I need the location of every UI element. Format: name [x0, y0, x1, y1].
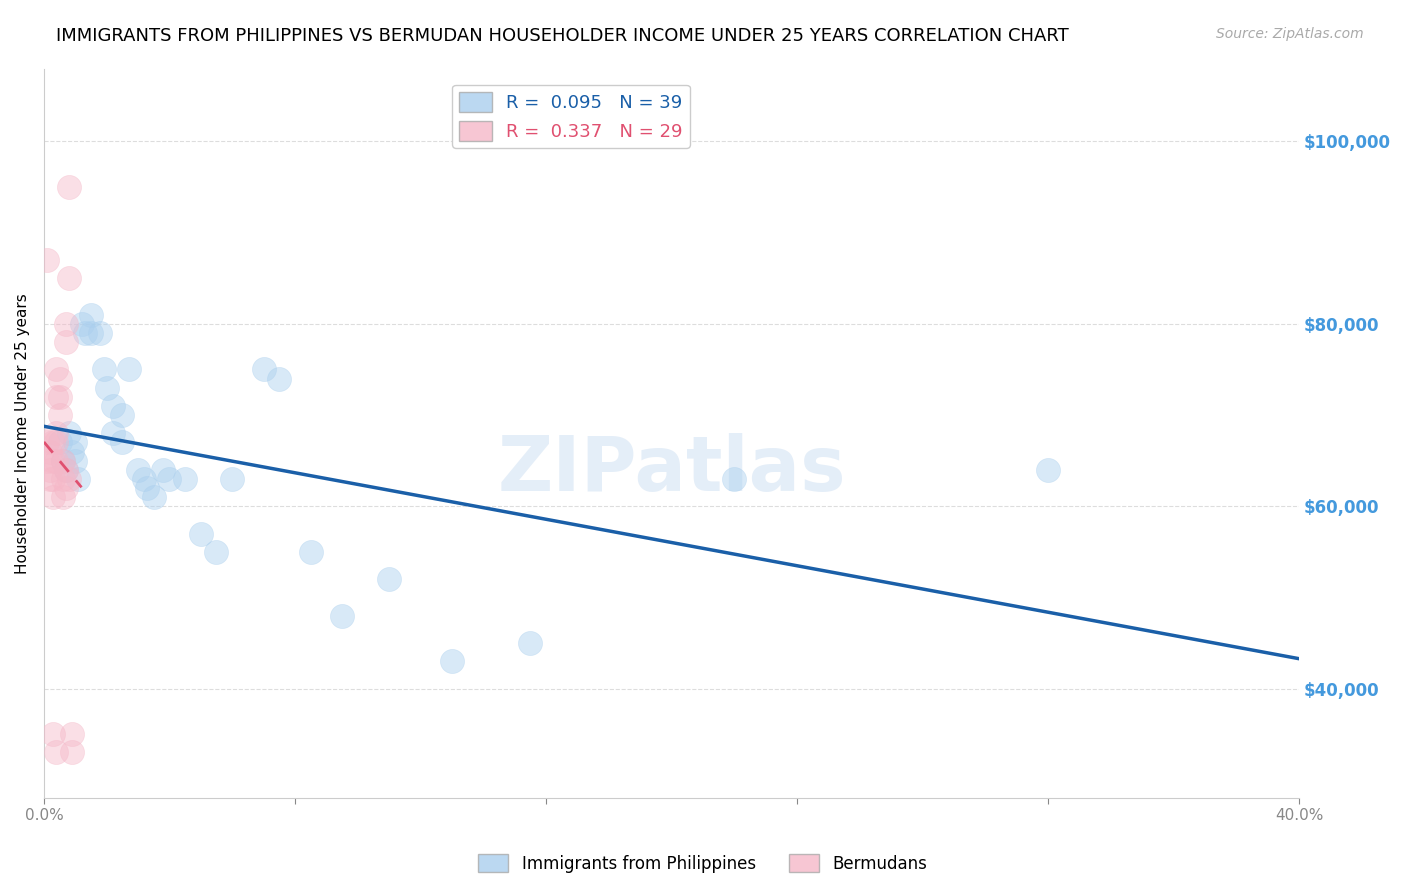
Point	[55, 481, 77, 495]
Point	[39, 444, 62, 458]
Point	[152, 463, 174, 477]
Point	[48, 435, 70, 450]
Point	[48, 408, 70, 422]
Point	[134, 472, 156, 486]
Point	[111, 408, 134, 422]
Point	[45, 426, 67, 441]
Point	[48, 390, 70, 404]
Point	[101, 399, 124, 413]
Point	[35, 253, 58, 268]
Point	[52, 453, 75, 467]
Point	[65, 453, 87, 467]
Legend: Immigrants from Philippines, Bermudans: Immigrants from Philippines, Bermudans	[472, 847, 934, 880]
Point	[440, 654, 463, 668]
Point	[35, 435, 58, 450]
Point	[142, 490, 165, 504]
Point	[45, 390, 67, 404]
Point	[89, 326, 111, 340]
Point	[39, 463, 62, 477]
Point	[269, 371, 291, 385]
Point	[190, 526, 212, 541]
Point	[157, 472, 180, 486]
Point	[52, 453, 75, 467]
Text: Source: ZipAtlas.com: Source: ZipAtlas.com	[1216, 27, 1364, 41]
Point	[52, 490, 75, 504]
Point	[45, 435, 67, 450]
Point	[101, 426, 124, 441]
Text: ZIPatlas: ZIPatlas	[498, 433, 846, 507]
Point	[45, 746, 67, 760]
Point	[58, 426, 80, 441]
Point	[55, 317, 77, 331]
Point	[42, 490, 65, 504]
Point	[70, 317, 93, 331]
Point	[55, 463, 77, 477]
Point	[299, 545, 322, 559]
Point	[65, 435, 87, 450]
Point	[205, 545, 228, 559]
Point	[221, 472, 243, 486]
Point	[42, 453, 65, 467]
Point	[39, 472, 62, 486]
Point	[35, 453, 58, 467]
Point	[42, 727, 65, 741]
Point	[42, 435, 65, 450]
Point	[45, 453, 67, 467]
Point	[58, 472, 80, 486]
Point	[58, 271, 80, 285]
Point	[519, 636, 541, 650]
Text: IMMIGRANTS FROM PHILIPPINES VS BERMUDAN HOUSEHOLDER INCOME UNDER 25 YEARS CORREL: IMMIGRANTS FROM PHILIPPINES VS BERMUDAN …	[56, 27, 1069, 45]
Y-axis label: Householder Income Under 25 years: Householder Income Under 25 years	[15, 293, 30, 574]
Point	[80, 308, 103, 322]
Point	[58, 180, 80, 194]
Point	[73, 326, 96, 340]
Point	[96, 381, 118, 395]
Legend: R =  0.095   N = 39, R =  0.337   N = 29: R = 0.095 N = 39, R = 0.337 N = 29	[453, 85, 690, 148]
Point	[60, 444, 83, 458]
Point	[127, 463, 149, 477]
Point	[60, 746, 83, 760]
Point	[117, 362, 139, 376]
Point	[1036, 463, 1059, 477]
Point	[45, 362, 67, 376]
Point	[252, 362, 274, 376]
Point	[60, 727, 83, 741]
Point	[378, 572, 401, 586]
Point	[174, 472, 197, 486]
Point	[111, 435, 134, 450]
Point	[48, 371, 70, 385]
Point	[42, 472, 65, 486]
Point	[136, 481, 159, 495]
Point	[330, 608, 353, 623]
Point	[55, 463, 77, 477]
Point	[55, 335, 77, 350]
Point	[80, 326, 103, 340]
Point	[52, 472, 75, 486]
Point	[93, 362, 115, 376]
Point	[723, 472, 745, 486]
Point	[67, 472, 90, 486]
